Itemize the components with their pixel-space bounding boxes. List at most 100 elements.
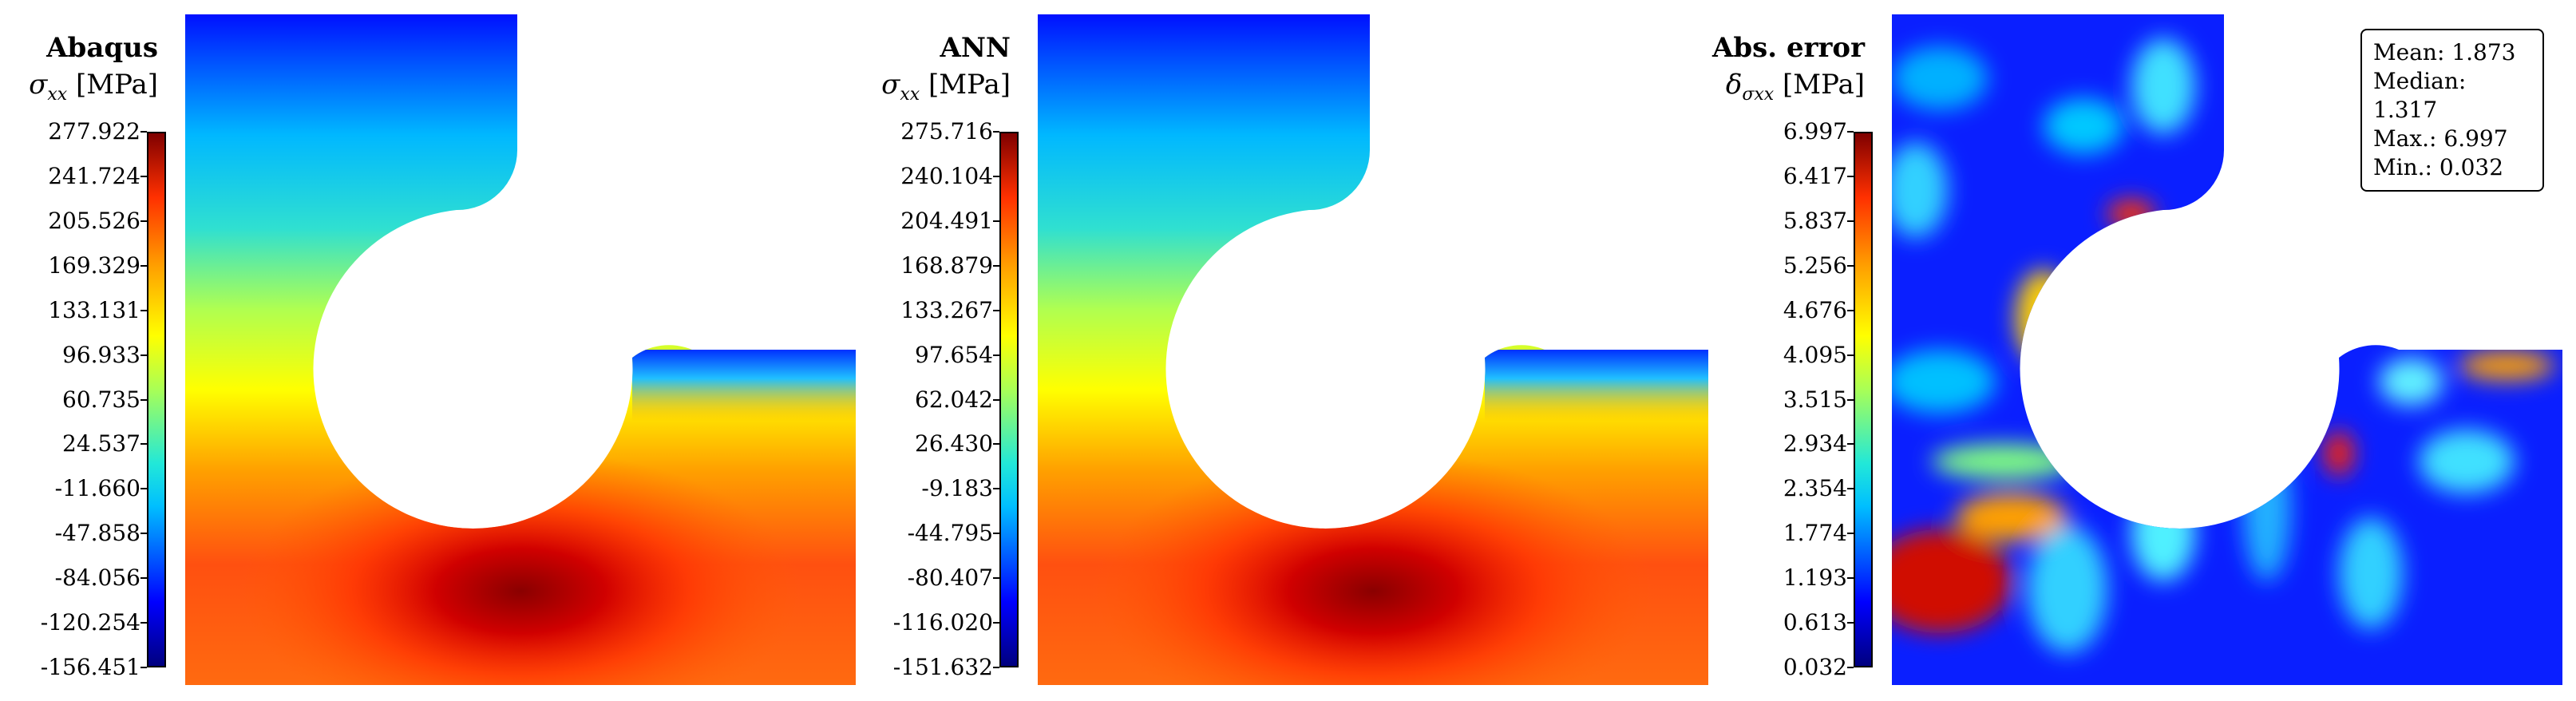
colorbar-tick-mark: [993, 622, 999, 624]
colorbar-tick-label: 1.774: [1783, 520, 1847, 547]
colorbar-tick-label: -116.020: [892, 609, 993, 636]
panel3-unit: [MPa]: [1783, 69, 1865, 101]
colorbar-tick-mark: [993, 577, 999, 580]
colorbar-tick-mark: [140, 309, 147, 311]
colorbar-tick-label: -9.183: [921, 475, 993, 502]
colorbar-tick-mark: [993, 398, 999, 401]
colorbar-tick-label: 277.922: [48, 118, 140, 145]
colorbar-tick-mark: [1847, 354, 1854, 356]
colorbar-tick-mark: [1847, 220, 1854, 222]
colorbar-tick-label: 60.735: [62, 386, 140, 413]
colorbar-tick-label: 3.515: [1783, 386, 1847, 413]
colorbar-tick-label: 275.716: [900, 118, 993, 145]
colorbar-tick-mark: [140, 398, 147, 401]
colorbar-tick-label: 240.104: [900, 162, 993, 189]
panel2-stress-field: [1038, 14, 1708, 685]
colorbar-tick-label: -156.451: [40, 654, 140, 680]
panel3-symbol: δ: [1725, 69, 1743, 101]
colorbar-tick-mark: [993, 667, 999, 668]
colorbar-tick-label: -120.254: [40, 609, 140, 636]
colorbar-tick-label: -84.056: [54, 564, 140, 592]
panel1-subscript: xx: [47, 84, 68, 105]
colorbar-tick-mark: [1847, 398, 1854, 401]
panel3-title: Abs. error: [1711, 32, 1865, 64]
colorbar-tick-mark: [1847, 264, 1854, 267]
stat-mean: Mean: 1.873: [2373, 39, 2516, 65]
error-stats-box: Mean: 1.873 Median: 1.317 Max.: 6.997 Mi…: [2360, 29, 2544, 192]
colorbar-tick-mark: [140, 175, 147, 177]
colorbar-tick-label: -80.407: [907, 564, 993, 592]
colorbar-tick-mark: [993, 488, 999, 490]
colorbar-tick-mark: [1847, 443, 1854, 446]
colorbar-tick-mark: [140, 488, 147, 490]
colorbar-tick-label: -44.795: [907, 520, 993, 547]
colorbar-tick-mark: [1847, 533, 1854, 535]
colorbar-tick-label: 5.837: [1783, 207, 1847, 234]
colorbar-tick-mark: [1847, 577, 1854, 580]
panel2-subscript: xx: [900, 84, 920, 105]
colorbar-tick-mark: [993, 264, 999, 267]
colorbar-tick-label: 204.491: [900, 207, 993, 234]
colorbar-tick-mark: [1847, 131, 1854, 133]
colorbar-tick-mark: [993, 131, 999, 133]
panel1-title: Abaqus: [46, 32, 158, 64]
colorbar-tick-mark: [1847, 488, 1854, 490]
colorbar-tick-label: 97.654: [915, 341, 993, 368]
colorbar-tick-label: 5.256: [1783, 251, 1847, 279]
panel1-symbol: σ: [29, 69, 48, 101]
colorbar-tick-label: 6.997: [1783, 118, 1847, 145]
colorbar-tick-label: 4.095: [1783, 341, 1847, 368]
colorbar-tick-label: 62.042: [915, 386, 993, 413]
colorbar-tick-mark: [140, 264, 147, 267]
colorbar-tick-mark: [993, 354, 999, 356]
colorbar-tick-label: 169.329: [48, 251, 140, 279]
stat-median: Median: 1.317: [2373, 68, 2467, 123]
panel3-subscript: σxx: [1742, 84, 1775, 105]
colorbar-tick-mark: [993, 533, 999, 535]
colorbar-tick-mark: [140, 131, 147, 133]
colorbar-tick-mark: [140, 622, 147, 624]
colorbar-tick-mark: [993, 175, 999, 177]
colorbar-tick-label: 26.430: [915, 430, 993, 457]
colorbar-tick-label: 24.537: [62, 430, 140, 457]
colorbar-tick-label: 4.676: [1783, 296, 1847, 323]
colorbar-tick-label: -11.660: [54, 475, 140, 502]
panel1-colorbar: [147, 132, 166, 667]
colorbar-tick-label: 0.032: [1783, 654, 1847, 680]
panel3-colorbar-label: δσxx [MPa]: [1726, 69, 1865, 105]
colorbar-tick-mark: [1847, 309, 1854, 311]
colorbar-tick-mark: [993, 220, 999, 222]
stat-min: Min.: 0.032: [2373, 154, 2504, 180]
colorbar-tick-mark: [140, 577, 147, 580]
colorbar-tick-label: 241.724: [48, 162, 140, 189]
colorbar-tick-mark: [140, 533, 147, 535]
panel2-colorbar: [999, 132, 1019, 667]
colorbar-tick-mark: [1847, 667, 1854, 668]
colorbar-tick-label: 6.417: [1783, 162, 1847, 189]
colorbar-tick-label: 133.267: [900, 296, 993, 323]
panel1-unit: [MPa]: [76, 69, 158, 101]
panel2-title: ANN: [940, 32, 1011, 64]
colorbar-tick-label: 205.526: [48, 207, 140, 234]
colorbar-tick-mark: [1847, 175, 1854, 177]
colorbar-tick-label: 2.934: [1783, 430, 1847, 457]
panel2-symbol: σ: [881, 69, 900, 101]
colorbar-tick-label: -151.632: [892, 654, 993, 680]
colorbar-tick-label: 133.131: [48, 296, 140, 323]
panel1-stress-field: [185, 14, 856, 685]
stat-max: Max.: 6.997: [2373, 125, 2508, 152]
colorbar-tick-mark: [1847, 622, 1854, 624]
panel3-colorbar: [1854, 132, 1873, 667]
colorbar-tick-label: -47.858: [54, 520, 140, 547]
colorbar-tick-mark: [140, 667, 147, 668]
colorbar-tick-label: 2.354: [1783, 475, 1847, 502]
panel1-colorbar-label: σxx [MPa]: [29, 69, 158, 105]
colorbar-tick-mark: [993, 309, 999, 311]
colorbar-tick-label: 1.193: [1783, 564, 1847, 592]
colorbar-tick-label: 96.933: [62, 341, 140, 368]
panel2-unit: [MPa]: [928, 69, 1011, 101]
colorbar-tick-mark: [993, 443, 999, 446]
colorbar-tick-label: 0.613: [1783, 609, 1847, 636]
panel2-colorbar-label: σxx [MPa]: [881, 69, 1011, 105]
colorbar-tick-label: 168.879: [900, 251, 993, 279]
